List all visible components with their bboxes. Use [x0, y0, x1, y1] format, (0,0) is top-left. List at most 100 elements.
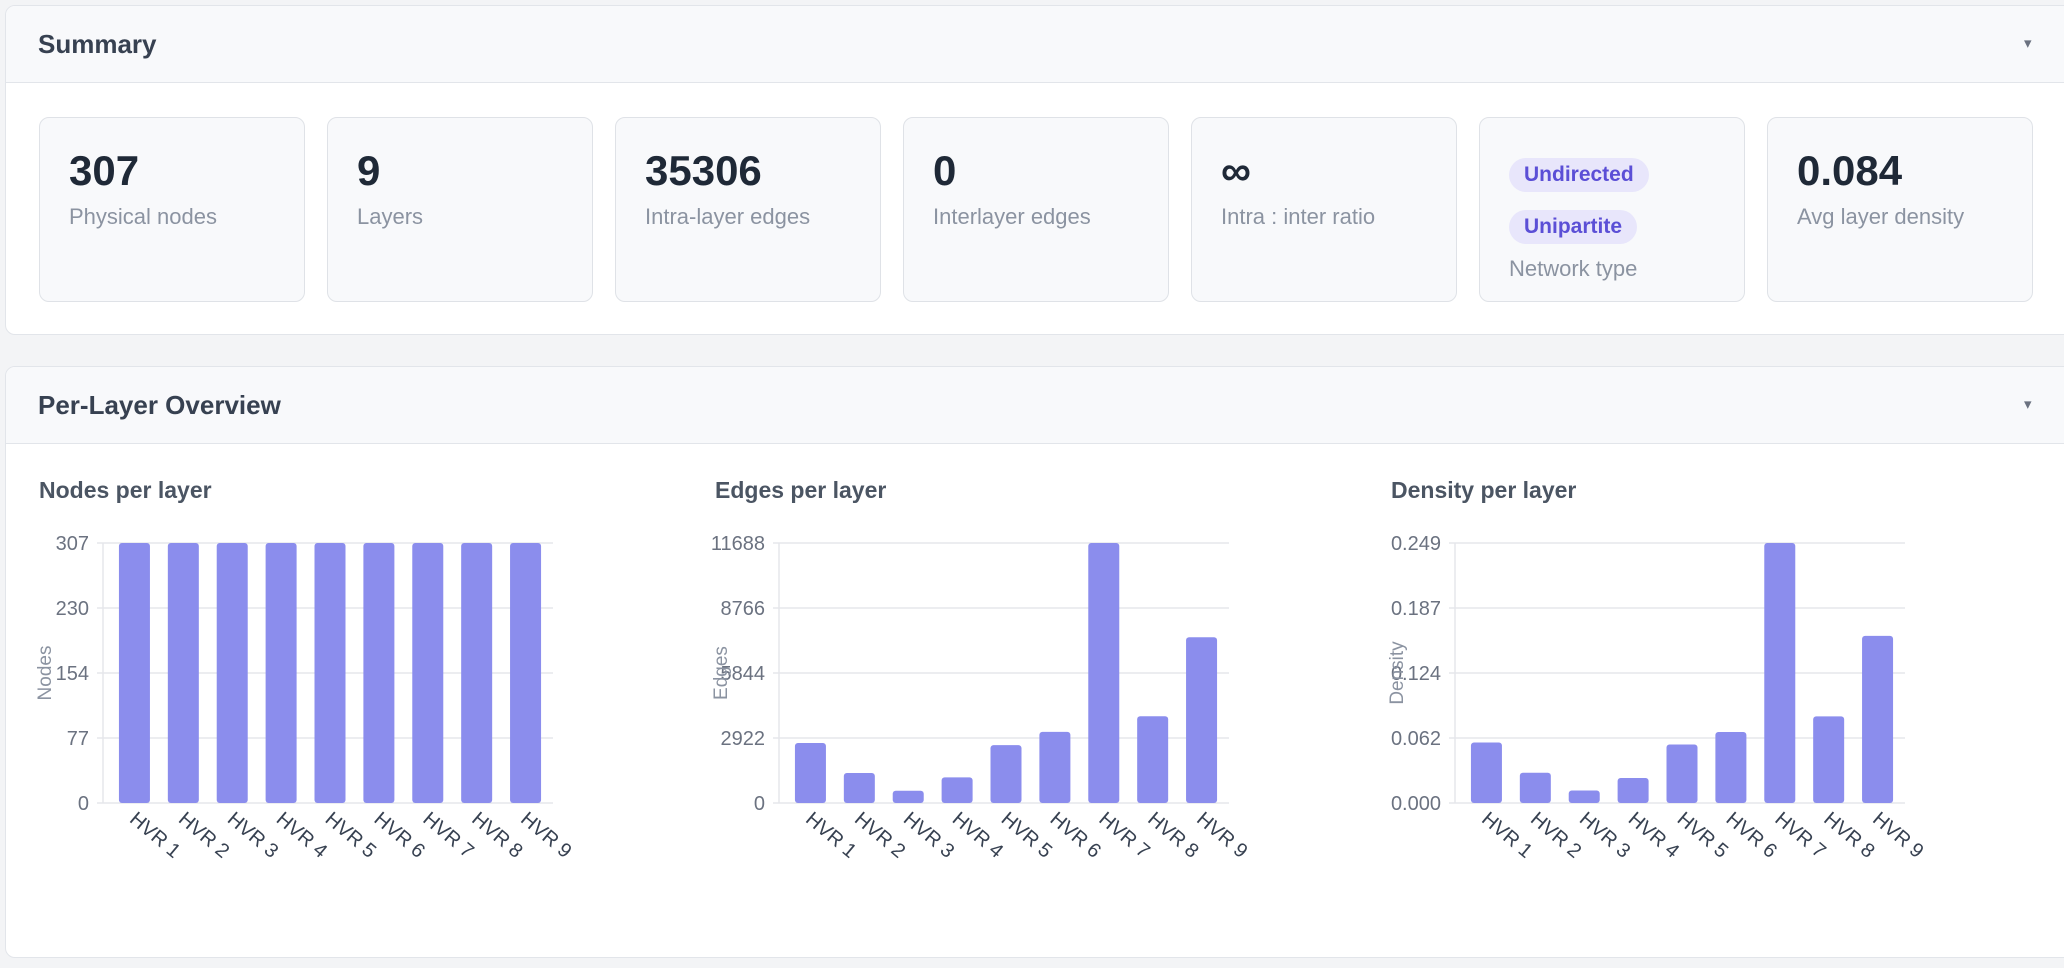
stat-value: ∞: [1221, 147, 1251, 194]
bar[interactable]: [892, 790, 924, 803]
stat-label: Intra-layer edges: [645, 204, 811, 229]
bar[interactable]: [941, 777, 973, 803]
bar[interactable]: [843, 772, 875, 803]
bar[interactable]: [1186, 637, 1218, 803]
y-tick-label: 0: [78, 793, 89, 815]
x-tick-label: HVR 4: [948, 808, 1007, 863]
x-tick-label: HVR 3: [223, 808, 282, 863]
stat-value: 307: [69, 147, 140, 194]
stat-card-avg-layer-density: 0.084 Avg layer density: [1767, 117, 2033, 302]
y-tick-label: 2922: [721, 728, 766, 750]
bar[interactable]: [265, 543, 297, 803]
x-tick-label: HVR 5: [1673, 808, 1732, 863]
y-axis-label: Edges: [711, 646, 732, 700]
y-tick-label: 0: [754, 793, 765, 815]
bar[interactable]: [1470, 742, 1502, 803]
bar[interactable]: [1039, 731, 1071, 803]
y-tick-label: 0.187: [1391, 598, 1441, 620]
bar[interactable]: [118, 543, 150, 803]
bar[interactable]: [1862, 635, 1894, 803]
x-tick-label: HVR 1: [1477, 808, 1536, 863]
stat-card-intra-inter-ratio: ∞ Intra : inter ratio: [1191, 117, 1457, 302]
y-tick-label: 0.124: [1391, 663, 1441, 685]
bar[interactable]: [990, 745, 1022, 803]
bar[interactable]: [1137, 716, 1169, 803]
summary-title: Summary: [38, 29, 157, 59]
stat-label: Avg layer density: [1797, 204, 1965, 229]
chevron-down-icon[interactable]: ▾: [2024, 35, 2032, 52]
stat-label: Layers: [357, 204, 424, 229]
x-tick-label: HVR 9: [516, 808, 575, 863]
x-tick-label: HVR 7: [1095, 808, 1154, 863]
bar[interactable]: [412, 543, 444, 803]
bar[interactable]: [1813, 716, 1845, 803]
bar[interactable]: [794, 742, 826, 803]
x-tick-label: HVR 4: [272, 808, 331, 863]
overview-title: Per-Layer Overview: [38, 390, 281, 420]
y-tick-label: 5844: [721, 663, 766, 685]
stat-card-network-type: Undirected Unipartite Network type: [1479, 117, 1745, 302]
stat-card-layers: 9 Layers: [327, 117, 593, 302]
y-tick-label: 230: [56, 598, 89, 620]
bar[interactable]: [1519, 772, 1551, 803]
bar[interactable]: [1568, 790, 1600, 803]
y-tick-label: 0.062: [1391, 728, 1441, 750]
overview-header[interactable]: Per-Layer Overview ▾: [6, 367, 2064, 444]
badge-undirected: Undirected: [1509, 158, 1649, 192]
per-layer-overview-panel: Per-Layer Overview ▾ Nodes per layer Edg…: [5, 366, 2064, 958]
stat-card-interlayer-edges: 0 Interlayer edges: [903, 117, 1169, 302]
x-tick-label: HVR 2: [174, 808, 233, 863]
stat-label: Network type: [1509, 256, 1638, 281]
bar[interactable]: [1088, 543, 1120, 803]
bar[interactable]: [461, 543, 493, 803]
x-tick-label: HVR 6: [1046, 808, 1105, 863]
chevron-down-icon[interactable]: ▾: [2024, 396, 2032, 413]
chart-title-nodes: Nodes per layer: [39, 477, 212, 503]
y-axis-label: Nodes: [35, 646, 56, 701]
bar[interactable]: [510, 543, 542, 803]
bar[interactable]: [314, 543, 346, 803]
x-tick-label: HVR 7: [419, 808, 478, 863]
stat-value: 9: [357, 147, 381, 194]
y-tick-label: 8766: [721, 598, 766, 620]
y-tick-label: 307: [56, 533, 89, 555]
x-tick-label: HVR 3: [1575, 808, 1634, 863]
bar[interactable]: [216, 543, 248, 803]
x-tick-label: HVR 2: [1526, 808, 1585, 863]
x-tick-label: HVR 1: [801, 808, 860, 863]
x-tick-label: HVR 6: [370, 808, 429, 863]
bar[interactable]: [1617, 777, 1649, 803]
stat-card-physical-nodes: 307 Physical nodes: [39, 117, 305, 302]
x-tick-label: HVR 8: [1819, 808, 1878, 863]
x-tick-label: HVR 6: [1722, 808, 1781, 863]
x-tick-label: HVR 9: [1192, 808, 1251, 863]
y-tick-label: 77: [67, 728, 89, 750]
x-tick-label: HVR 8: [467, 808, 526, 863]
bar[interactable]: [1666, 744, 1698, 803]
stat-card-intra-layer-edges: 35306 Intra-layer edges: [615, 117, 881, 302]
stat-value: 0: [933, 147, 957, 194]
x-tick-label: HVR 4: [1624, 808, 1683, 863]
x-tick-label: HVR 3: [899, 808, 958, 863]
chart-title-edges: Edges per layer: [715, 477, 887, 503]
y-axis-label: Density: [1387, 641, 1408, 705]
bar[interactable]: [167, 543, 199, 803]
summary-header[interactable]: Summary ▾: [6, 6, 2064, 83]
x-tick-label: HVR 5: [321, 808, 380, 863]
y-tick-label: 154: [56, 663, 89, 685]
bar[interactable]: [1764, 543, 1796, 803]
y-tick-label: 11688: [711, 533, 765, 555]
stat-label: Physical nodes: [69, 204, 217, 229]
x-tick-label: HVR 8: [1143, 808, 1202, 863]
stat-value: 0.084: [1797, 147, 1903, 194]
stat-label: Interlayer edges: [933, 204, 1091, 229]
x-tick-label: HVR 9: [1868, 808, 1927, 863]
stat-label: Intra : inter ratio: [1221, 204, 1376, 229]
stat-value: 35306: [645, 147, 762, 194]
x-tick-label: HVR 1: [125, 808, 184, 863]
bar[interactable]: [1715, 731, 1747, 803]
bar[interactable]: [363, 543, 395, 803]
